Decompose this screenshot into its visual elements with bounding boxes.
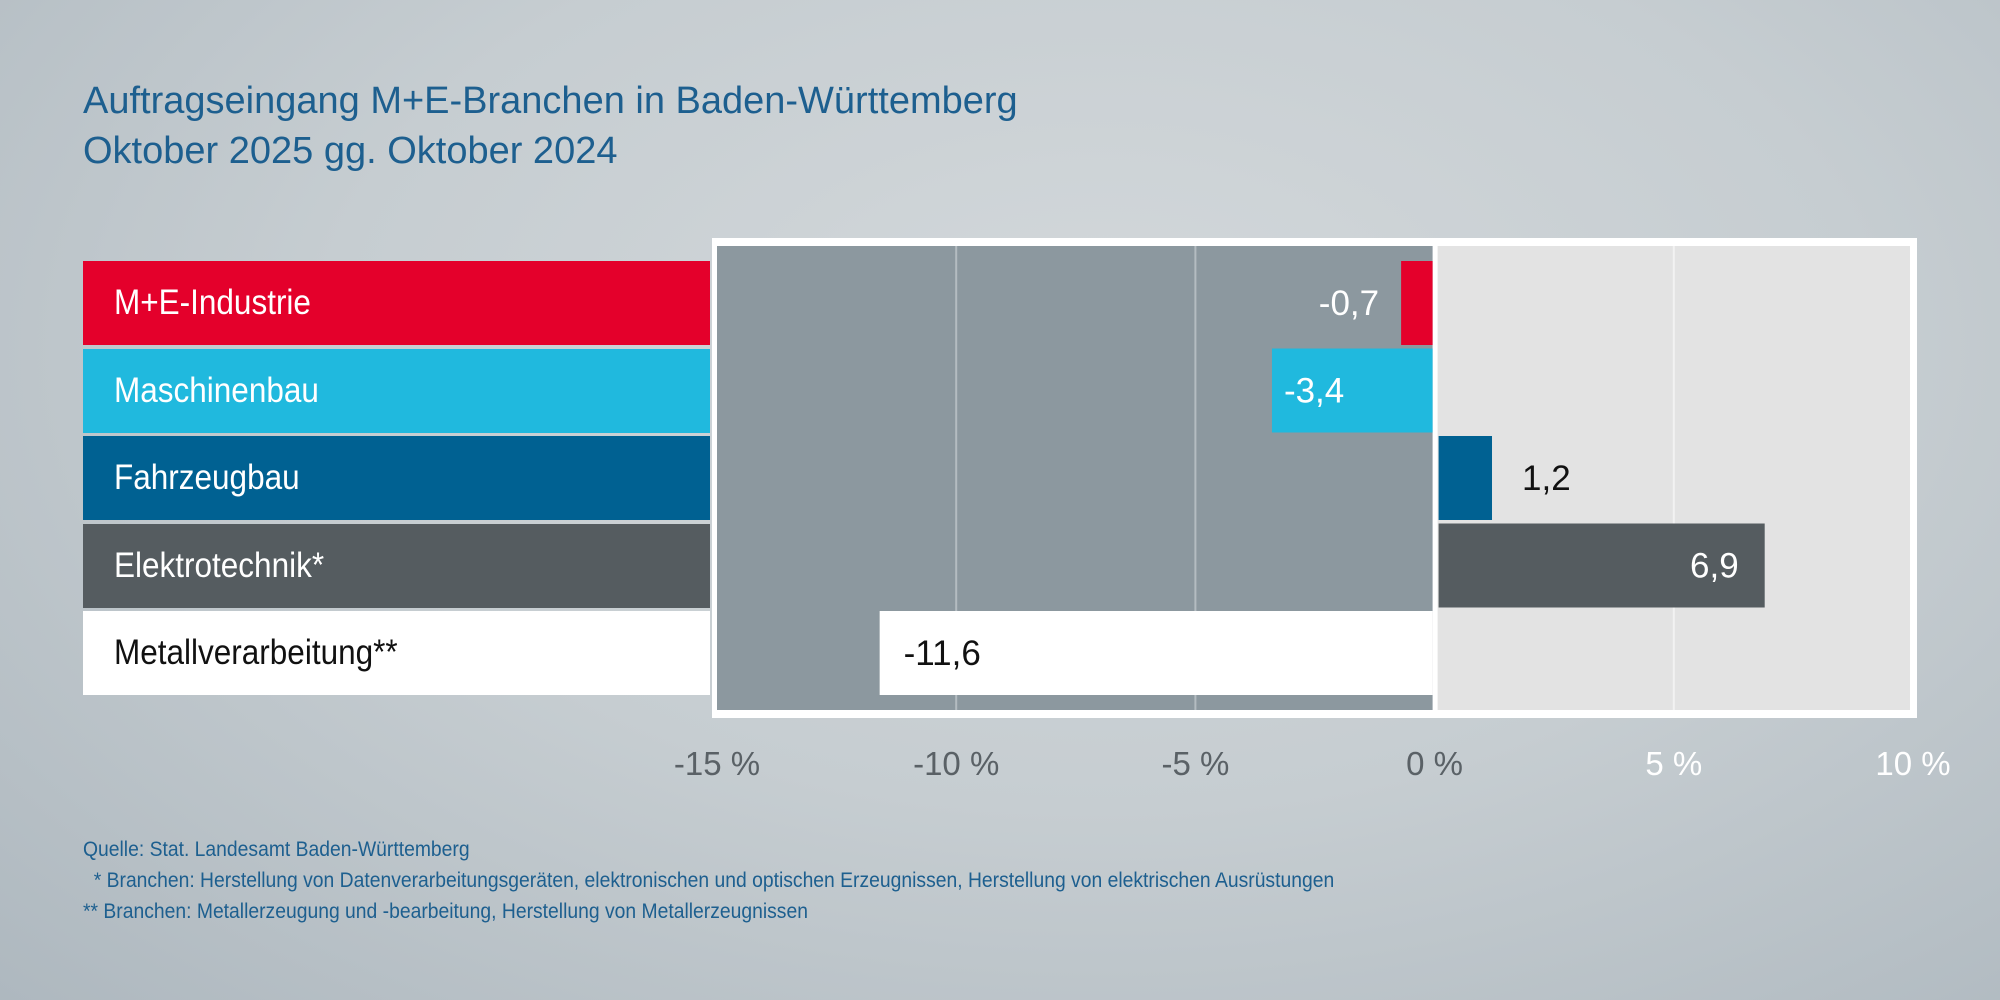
category-label: M+E-Industrie <box>83 261 710 345</box>
category-label-text: Metallverarbeitung** <box>114 633 398 672</box>
data-label: 6,9 <box>1690 547 1739 586</box>
category-label: Elektrotechnik* <box>83 523 710 608</box>
category-label-text: Fahrzeugbau <box>114 458 300 497</box>
chart-title: Auftragseingang M+E-Branchen in Baden-Wü… <box>83 76 1018 176</box>
category-label: Fahrzeugbau <box>83 436 710 520</box>
tick-label: -15 % <box>674 745 760 782</box>
tick-label: -5 % <box>1161 745 1229 782</box>
tick-label: -10 % <box>913 745 999 782</box>
bar <box>1438 436 1493 520</box>
data-label: 1,2 <box>1522 459 1571 498</box>
category-label-text: Maschinenbau <box>114 370 319 410</box>
tick-label: 0 % <box>1406 745 1463 782</box>
footnote-1: * Branchen: Herstellung von Datenverarbe… <box>83 869 1335 892</box>
category-label-text: M+E-Industrie <box>114 283 311 322</box>
bar <box>1438 523 1765 608</box>
bar <box>1401 261 1433 345</box>
category-label: Maschinenbau <box>83 348 710 433</box>
data-label: -0,7 <box>1319 284 1379 323</box>
category-label: Metallverarbeitung** <box>83 611 710 695</box>
footnote-2: ** Branchen: Metallerzeugung und -bearbe… <box>83 900 808 923</box>
source-note: Quelle: Stat. Landesamt Baden-Württember… <box>83 838 470 861</box>
category-label-text: Elektrotechnik* <box>114 545 325 585</box>
bar <box>879 611 1433 695</box>
data-label: -11,6 <box>904 634 981 673</box>
data-label: -3,4 <box>1284 372 1344 411</box>
footnotes: Quelle: Stat. Landesamt Baden-Württember… <box>83 834 1443 927</box>
title-line-2: Oktober 2025 gg. Oktober 2024 <box>83 130 618 172</box>
tick-label: 10 % <box>1875 745 1950 782</box>
tick-label: 5 % <box>1645 745 1702 782</box>
bar <box>1271 348 1433 433</box>
title-line-1: Auftragseingang M+E-Branchen in Baden-Wü… <box>83 80 1018 122</box>
